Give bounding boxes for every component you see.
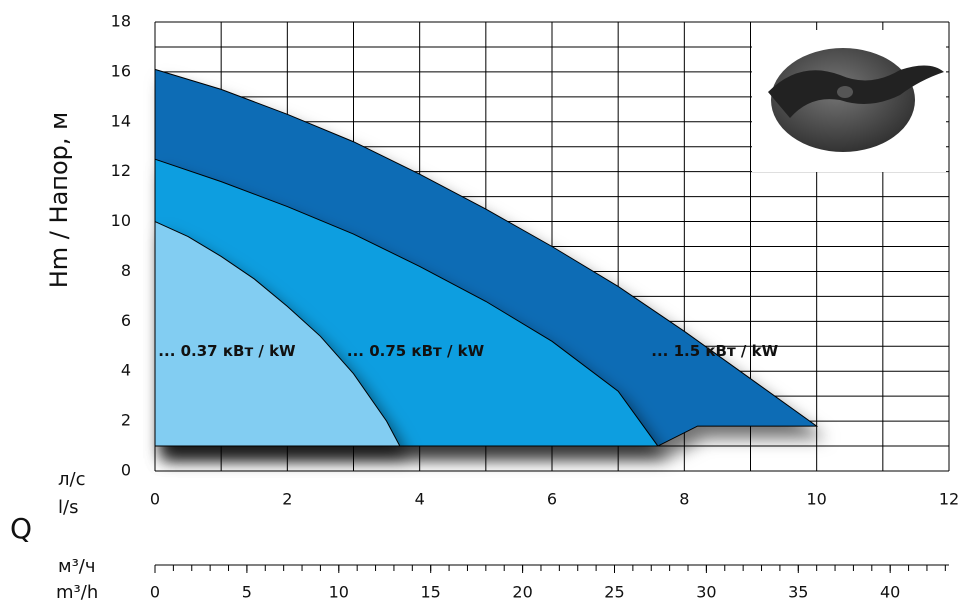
x2-tick-label: 5 — [242, 583, 252, 601]
series-label: ... 0.75 кВт / kW — [347, 342, 485, 360]
labels: ... 1.5 кВт / kW ... 0.75 кВт / kW ... 0.3… — [158, 342, 778, 360]
x-unit: l/s — [58, 497, 78, 518]
y-tick-label: 2 — [121, 411, 131, 430]
area — [154, 220, 401, 447]
x2-tick-label: 20 — [512, 583, 532, 601]
x2-tick-label: 40 — [880, 583, 900, 601]
x-tick-label: 2 — [282, 490, 292, 509]
x2-tick-label: 35 — [788, 583, 808, 601]
y-tick-label: 16 — [111, 61, 131, 80]
x2-unit: м³/ч — [58, 556, 96, 577]
x-tick-label: 8 — [679, 490, 689, 509]
y-tick-label: 8 — [121, 261, 131, 280]
y-axis-label: Hm / Напор, м — [45, 112, 73, 289]
x-unit: л/с — [58, 469, 85, 490]
x-axis-label: Q — [10, 512, 32, 545]
y-tick-label: 12 — [111, 161, 131, 180]
x-tick-label: 6 — [547, 490, 557, 509]
y-tick-label: 4 — [121, 361, 131, 380]
y-tick-label: 18 — [111, 12, 131, 31]
y-tick-label: 10 — [111, 211, 131, 230]
x2-unit: m³/h — [56, 582, 98, 601]
x2-tick-label: 0 — [150, 583, 160, 601]
x-tick-label: 12 — [939, 490, 959, 509]
x2-tick-label: 10 — [329, 583, 349, 601]
x-tick-label: 0 — [150, 490, 160, 509]
y-tick-label: 0 — [121, 461, 131, 480]
x-tick-label: 4 — [415, 490, 425, 509]
areas — [154, 68, 819, 447]
x2-tick-label: 15 — [421, 583, 441, 601]
series-label: ... 0.37 кВт / kW — [158, 342, 296, 360]
series-label: ... 1.5 кВт / kW — [651, 342, 778, 360]
x2-tick-label: 30 — [696, 583, 716, 601]
impeller-photo — [752, 30, 946, 172]
y-tick-label: 6 — [121, 311, 131, 330]
y-tick-label: 14 — [111, 111, 131, 130]
x-tick-label: 10 — [806, 490, 826, 509]
x2-tick-label: 25 — [604, 583, 624, 601]
